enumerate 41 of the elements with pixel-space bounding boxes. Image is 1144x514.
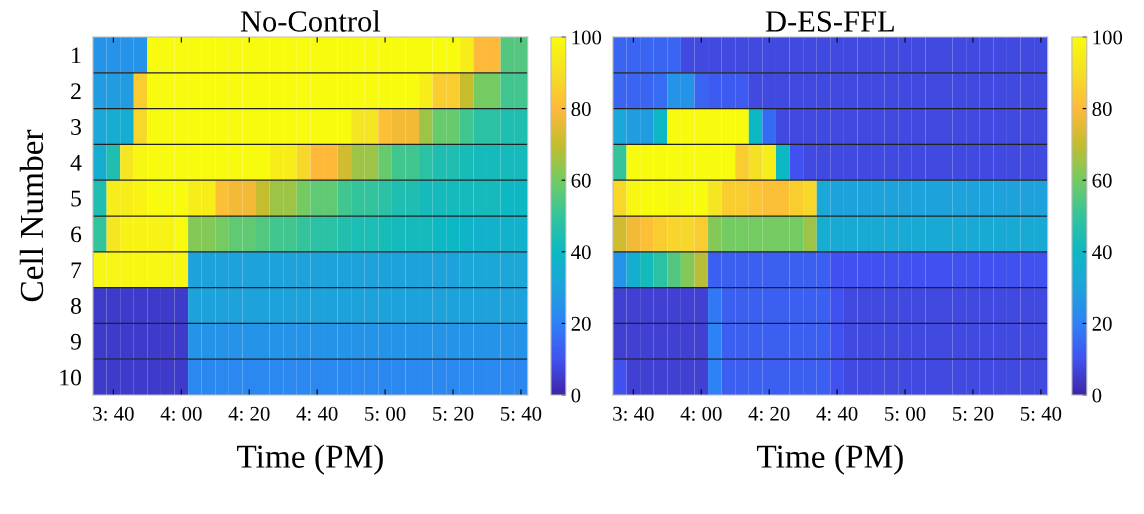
x-tick-label: 5: 00 <box>885 406 926 421</box>
color-bar-label: 100 <box>572 30 602 45</box>
x-tick-label: 5: 40 <box>501 406 542 421</box>
x-tick-label: 4: 20 <box>228 406 270 421</box>
color-bar-label: 100 <box>1093 30 1123 45</box>
x-tick-label: 5: 20 <box>953 406 994 421</box>
y-tick-label: 2 <box>71 83 81 99</box>
y-tick-label: 7 <box>71 262 82 278</box>
color-bar-label: 40 <box>1092 245 1112 260</box>
x-tick-label: 5: 20 <box>433 406 474 421</box>
color-bar-label: 80 <box>1092 101 1112 117</box>
chart-title: D-ES-FFL <box>765 11 894 32</box>
x-tick-label: 4: 40 <box>816 406 858 421</box>
color-bar-label: 60 <box>1092 173 1112 188</box>
y-axis-title: Cell Number <box>19 129 44 302</box>
y-tick-label: 6 <box>71 226 82 243</box>
x-tick-label: 4: 00 <box>160 406 202 421</box>
x-axis-title: Time (PM) <box>756 444 903 475</box>
color-bar-label: 20 <box>1092 316 1112 331</box>
x-tick-label: 4: 00 <box>680 406 722 421</box>
y-tick-label: 1 <box>72 47 81 64</box>
y-tick-label: 3 <box>71 119 81 135</box>
color-bar-label: 0 <box>571 388 581 403</box>
y-tick-label: 4 <box>70 154 82 171</box>
y-tick-label: 8 <box>70 298 81 314</box>
color-bar-label: 0 <box>1092 388 1102 403</box>
x-tick-label: 3: 40 <box>613 406 654 421</box>
x-axis-title: Time (PM) <box>237 444 383 475</box>
y-tick-label: 5 <box>71 190 81 207</box>
color-bar-label: 40 <box>571 245 591 260</box>
x-tick-label: 5: 00 <box>365 406 406 421</box>
color-bar-label: 80 <box>571 101 591 117</box>
color-bar-label: 60 <box>571 173 591 188</box>
chart-title: No-Control <box>240 10 381 32</box>
x-tick-label: 4: 20 <box>748 406 790 421</box>
x-tick-label: 4: 40 <box>296 406 338 421</box>
color-bar-label: 20 <box>571 316 591 331</box>
y-tick-label: 9 <box>70 333 81 350</box>
x-tick-label: 3: 40 <box>93 406 134 421</box>
x-tick-label: 5: 40 <box>1020 406 1062 421</box>
y-tick-label: 10 <box>60 369 81 386</box>
